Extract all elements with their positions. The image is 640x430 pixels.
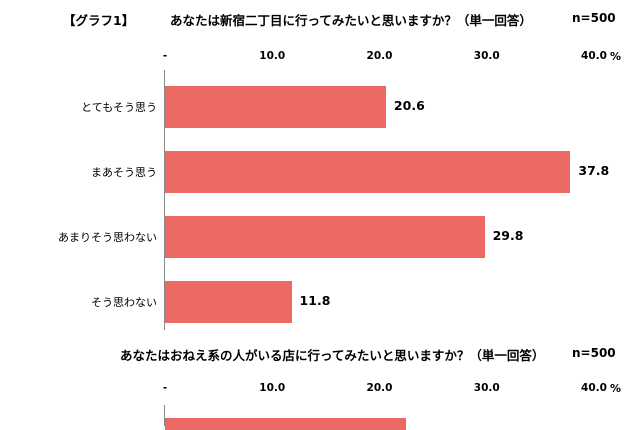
x-tick-label: 30.0: [473, 50, 500, 62]
data-label: 37.8: [578, 163, 610, 178]
x-tick-label: -: [162, 382, 168, 394]
x-tick-label: 20.0: [366, 382, 393, 394]
data-label: 11.8: [299, 293, 331, 308]
bar: [165, 86, 386, 128]
bar: [165, 151, 571, 193]
chart2-bar-partial: [165, 418, 406, 430]
chart1-sample-size: n=500: [572, 11, 616, 25]
data-label: 29.8: [492, 228, 524, 243]
category-label: まあそう思う: [91, 166, 157, 179]
chart2-title: あなたはおねえ系の人がいる店に行ってみたいと思いますか？（単一回答）: [120, 348, 545, 363]
y-axis-line: [164, 405, 165, 426]
x-tick-label: -: [162, 50, 168, 62]
bar: [165, 281, 292, 323]
bar: [165, 216, 485, 258]
x-unit-label: %: [610, 50, 622, 63]
category-label: とてもそう思う: [81, 101, 157, 114]
chart1-title: あなたは新宿二丁目に行ってみたいと思いますか？（単一回答）: [170, 13, 532, 28]
x-tick-label: 20.0: [366, 50, 393, 62]
x-tick-label: 10.0: [259, 50, 286, 62]
x-tick-label: 40.0: [581, 382, 607, 394]
x-tick-label: 10.0: [259, 382, 286, 394]
data-label: 20.6: [393, 98, 425, 113]
y-axis-line: [164, 70, 165, 330]
chart2-sample-size: n=500: [572, 346, 616, 360]
category-label: あまりそう思わない: [58, 231, 157, 244]
x-tick-label: 30.0: [473, 382, 500, 394]
graph-tag: 【グラフ1】: [63, 13, 135, 28]
x-unit-label: %: [610, 382, 622, 395]
x-tick-label: 40.0: [581, 50, 607, 62]
category-label: そう思わない: [91, 296, 157, 309]
